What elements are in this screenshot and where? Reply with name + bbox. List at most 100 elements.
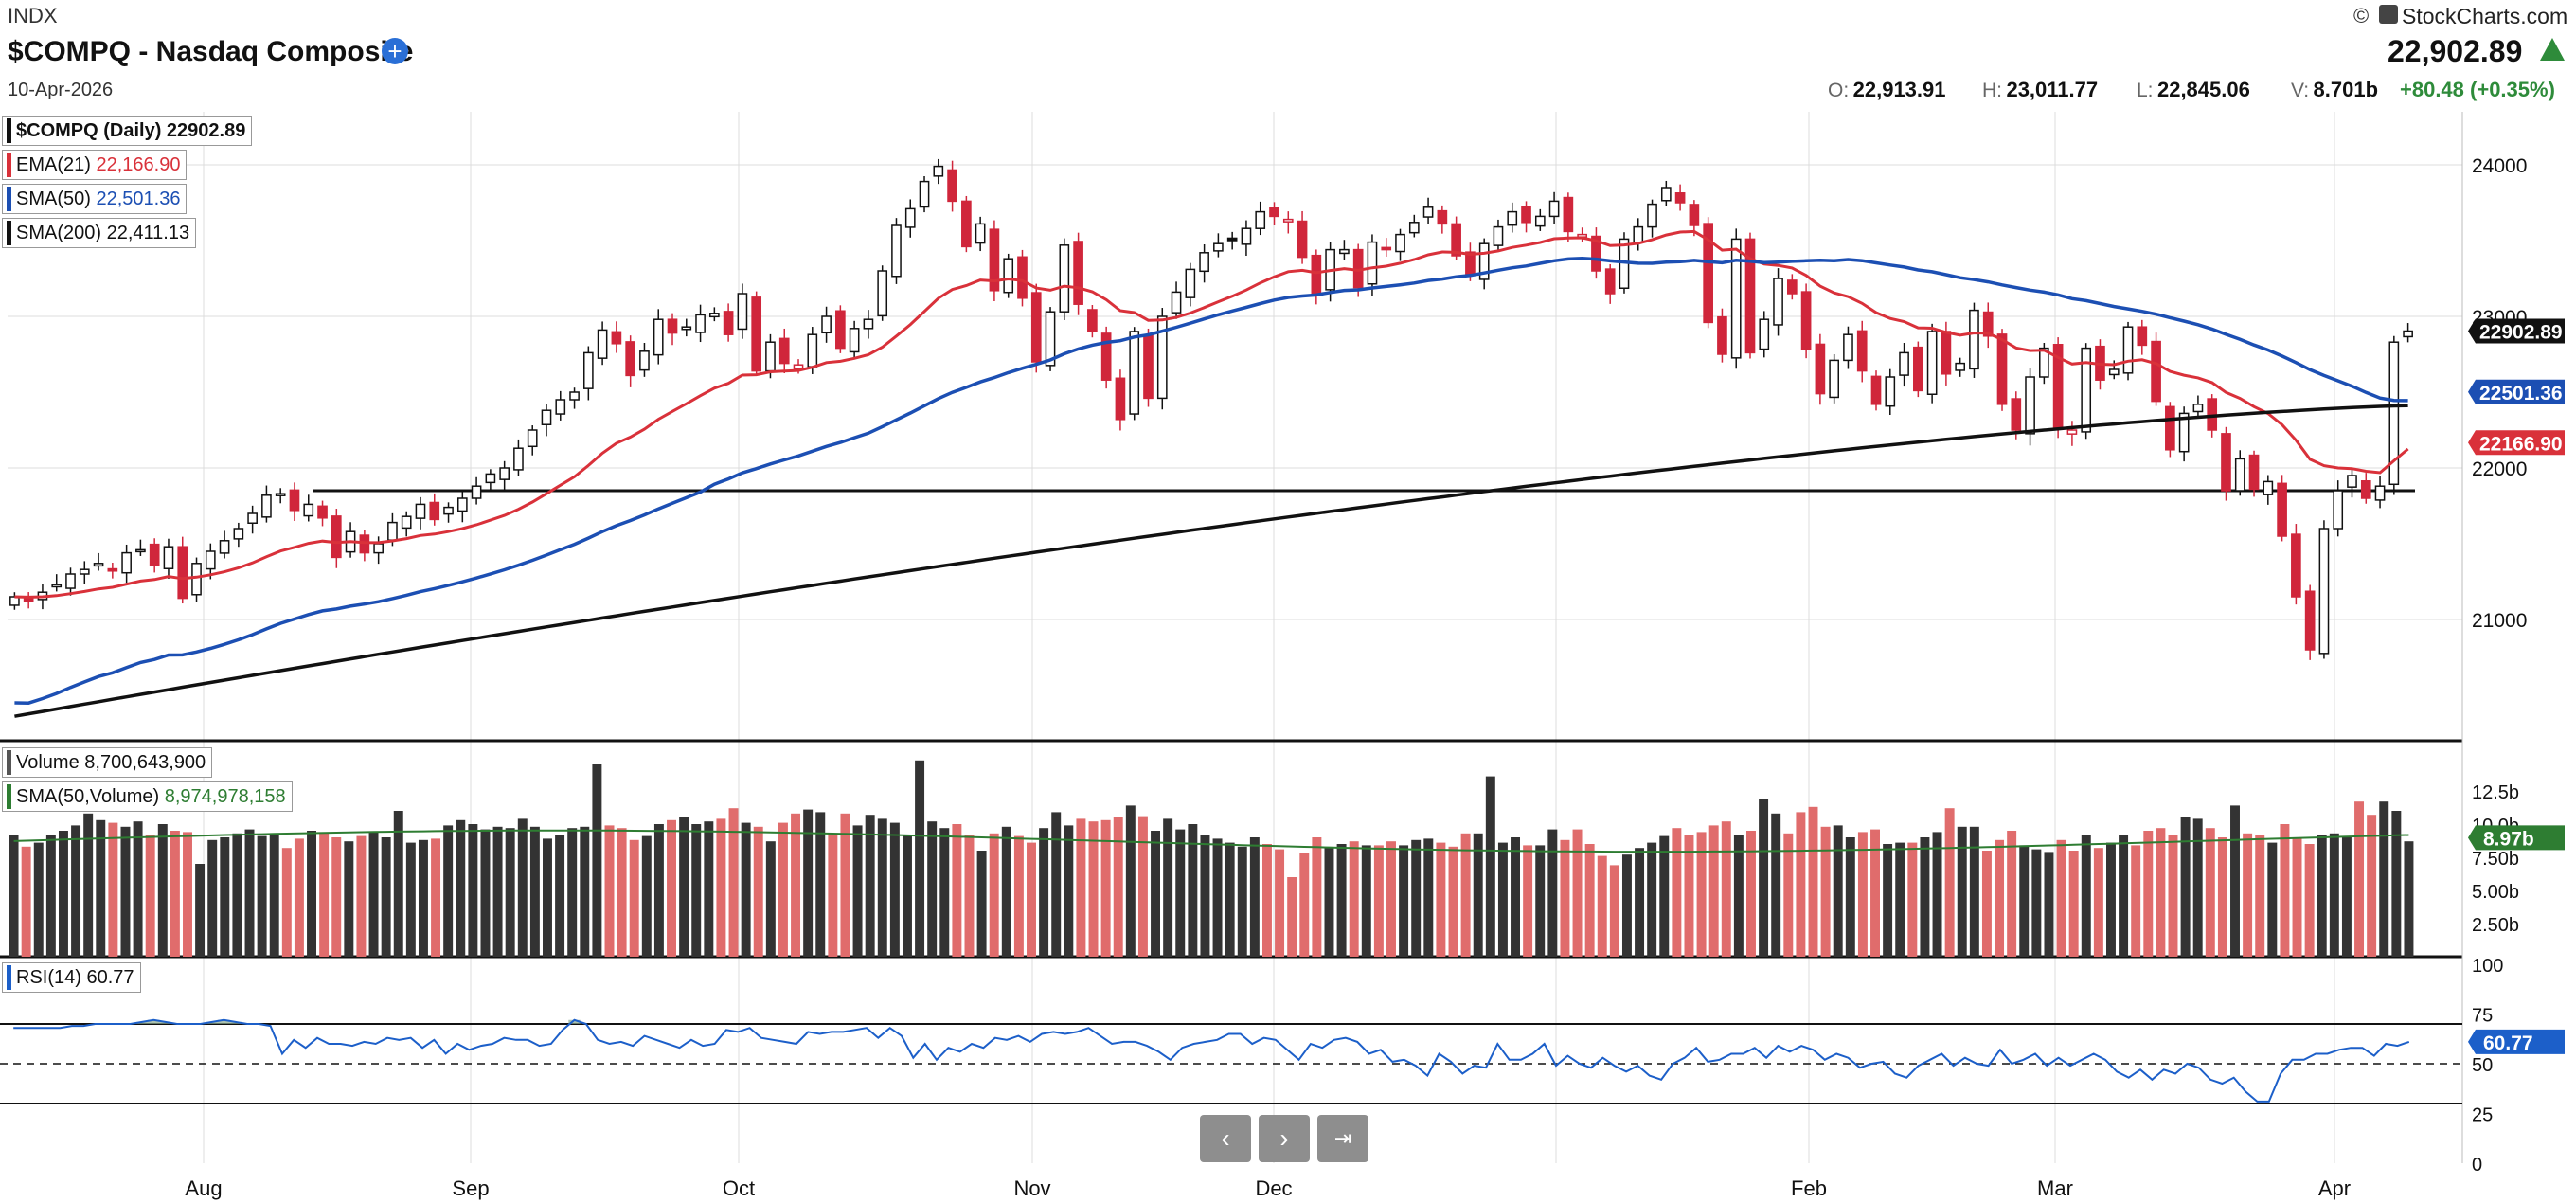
last-price: 22,902.89 [2388,34,2523,68]
x-tick-label: Dec [1255,1176,1292,1200]
candle [261,494,272,518]
volume-bar [1001,826,1011,957]
volume-bar [815,812,826,957]
volume-bar [2068,851,2079,957]
volume-bar [2156,828,2166,957]
volume-bar [2007,831,2017,957]
volume-bar [9,835,19,957]
candle [1744,238,1756,354]
candle [373,543,384,554]
candles [9,158,2413,660]
candle [933,165,944,177]
candle [765,341,776,372]
candle [1941,331,1952,375]
candle [1030,292,1042,363]
volume-bar [2180,817,2191,957]
rsi-tick-label: 75 [2472,1006,2493,1027]
volume-bar [195,864,206,957]
candle [513,447,524,471]
brand-label: StockCharts.com [2402,4,2568,28]
volume-bar [2044,852,2054,957]
candle [177,546,188,600]
volume-bar [543,838,552,957]
scroll-to-end-button[interactable]: ⇥ [1317,1115,1368,1162]
candle [1800,291,1812,350]
volume-bar [704,821,714,957]
volume-bar [964,835,975,957]
candle [1899,351,1909,376]
candle [2347,475,2357,488]
volume-bar [1448,846,1458,957]
volume-bar [505,828,515,957]
sma200-line [14,404,2408,718]
chart-header: INDX $COMPQ - Nasdaq Composite + 10-Apr-… [0,0,2576,104]
volume-bar [1584,844,1595,957]
candle [2221,433,2231,492]
volume-bar [828,833,838,957]
price-tick-label: 22000 [2472,458,2527,480]
candle [1059,244,1070,313]
x-tick-label: Mar [2037,1176,2073,1200]
volume-bar [877,818,887,957]
volume-bar [58,831,68,957]
candle [1773,278,1783,326]
volume-bar [1113,817,1123,957]
volume-bar [1535,845,1546,957]
x-tick-label: Sep [452,1176,489,1200]
scroll-right-button[interactable]: › [1259,1115,1310,1162]
candle [1100,332,1112,381]
volume-bar [1895,842,1905,957]
x-tick-label: Feb [1791,1176,1827,1200]
candle [1226,237,1238,242]
candle [611,331,622,345]
volume-bar [1027,842,1036,957]
add-icon[interactable]: + [382,38,408,64]
volume-bar [529,826,540,957]
x-tick-label: Oct [723,1176,755,1200]
volume-bar [1783,833,1794,957]
volume-bar [2317,835,2327,957]
candle [1478,242,1490,280]
candle [2151,340,2161,403]
volume-bar [468,824,478,957]
volume-bar [1609,865,1619,957]
volume-bar [220,837,230,957]
candle [1255,210,1266,229]
candle [2178,412,2190,453]
volume-bar [294,838,304,957]
candle [1269,207,1279,218]
volume-bar [1833,825,1843,957]
volume-bar [1013,835,1024,957]
candle [1129,331,1140,415]
candle [1451,223,1461,257]
volume-bar [145,835,155,957]
candle [582,351,594,389]
rsi-line [13,1018,2410,1103]
volume-bar [691,824,702,957]
volume-bar [120,826,131,957]
volume-bar [170,831,180,957]
chevron-right-icon: › [1279,1123,1289,1153]
volume-bar [456,819,466,957]
candle [1969,309,1979,370]
candle [2066,429,2078,435]
candle [317,505,328,519]
candle [121,551,132,574]
candle [2137,326,2148,347]
volume-bar [2031,849,2042,957]
volume-bar [2255,835,2265,957]
candle [877,270,888,317]
candle [961,200,972,248]
scroll-left-button[interactable]: ‹ [1200,1115,1251,1162]
candle [456,497,468,512]
volume-bar [1696,832,1707,957]
volume-bar [1845,837,1855,957]
volume-bar [1808,806,1818,957]
candle [2081,347,2092,433]
volume-bar [1932,832,1942,957]
volume-bar [604,825,615,957]
candle [681,326,692,331]
candle [625,341,636,377]
rsi-tick-label: 100 [2472,956,2503,977]
chart-canvas[interactable]: Aug Sep Oct Nov Dec Feb Mar Apr2400023000220002… [0,104,2576,1203]
